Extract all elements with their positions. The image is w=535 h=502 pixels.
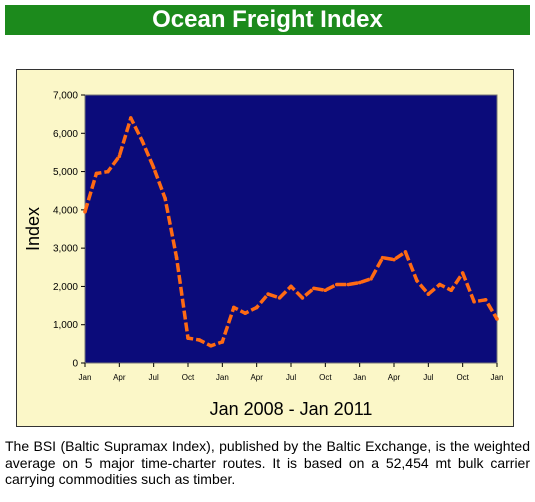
data-point [334,282,339,287]
x-tick-label: Jan [353,373,366,382]
data-point [472,299,476,304]
data-point [186,336,190,340]
data-point [209,343,213,348]
data-point [277,296,282,300]
y-tick-label: 5,000 [53,167,78,178]
data-point [83,209,87,214]
data-point [380,255,385,260]
data-point [392,257,396,262]
x-tick-label: Oct [456,373,469,382]
data-point [312,286,316,291]
data-point [346,282,351,287]
data-point [289,284,293,289]
y-tick-label: 7,000 [53,91,78,102]
data-point [140,139,145,143]
page-title-banner: Ocean Freight Index [5,5,530,35]
data-point [128,116,133,120]
data-point [163,196,167,201]
data-point [426,292,431,296]
y-tick-label: 3,000 [53,244,78,255]
x-tick-label: Jan [79,373,92,382]
x-tick-label: Jul [149,373,159,382]
data-point [117,154,122,159]
data-point [197,338,202,342]
data-point [254,305,259,310]
data-point [460,271,465,275]
plot-area [84,94,498,364]
page-title: Ocean Freight Index [152,6,383,33]
chart-panel: 0 1,000 2,000 3,000 4,000 5,000 6,000 7,000 Jan A… [16,69,514,427]
data-point [403,250,408,254]
y-tick-label: 6,000 [53,129,78,140]
x-axis-label: Jan 2008 - Jan 2011 [210,399,373,419]
x-tick-label: Jan [491,373,504,382]
data-point [495,317,499,321]
x-tick-label: Apr [388,373,401,382]
x-tick-label: Jul [286,373,296,382]
data-point [300,296,305,300]
x-tick-label: Oct [319,373,332,382]
data-point [323,288,328,293]
data-point [231,305,236,310]
data-point [437,282,442,287]
y-axis-label: Index [23,207,43,251]
data-point [151,165,156,170]
data-point [415,278,419,283]
data-point [220,340,225,344]
x-tick-label: Apr [113,373,126,382]
data-point [357,280,362,285]
y-tick-label: 1,000 [53,320,78,331]
data-point [449,288,454,293]
data-point [266,292,270,296]
data-point [243,311,248,316]
y-tick-label: 0 [72,359,78,370]
x-tick-label: Apr [250,373,263,382]
y-tick-label: 4,000 [53,205,78,216]
x-tick-label: Jul [423,373,433,382]
x-tick-label: Jan [216,373,229,382]
data-point [174,255,179,260]
freight-index-chart: 0 1,000 2,000 3,000 4,000 5,000 6,000 7,000 Jan A… [23,91,504,420]
description-text: The BSI (Baltic Supramax Index), publish… [5,438,530,487]
x-tick-label: Oct [182,373,195,382]
data-point [106,169,110,174]
data-point [94,171,99,176]
data-point [369,276,373,281]
data-point [483,298,488,302]
y-tick-label: 2,000 [53,282,78,293]
